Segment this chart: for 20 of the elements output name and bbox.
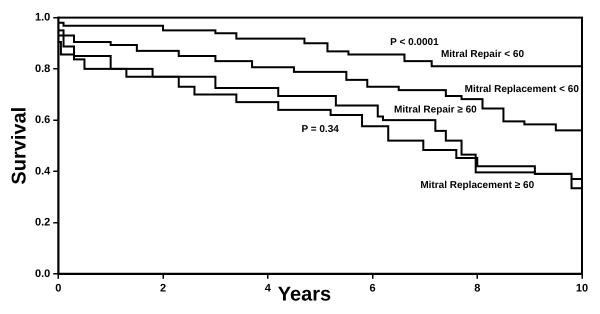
series-label: Mitral Repair < 60 [440, 49, 524, 60]
x-tick-label: 4 [264, 282, 272, 294]
series-label: Mitral Repair ≥ 60 [394, 104, 478, 116]
series-label: Mitral Replacement ≥ 60 [420, 180, 535, 191]
annotation: P < 0.0001 [390, 36, 440, 48]
y-tick-label: 0.2 [34, 216, 50, 229]
x-tick-label: 8 [474, 282, 480, 294]
x-tick-label: 10 [576, 282, 588, 294]
x-axis-title: Years [278, 284, 332, 306]
annotation: P = 0.34 [301, 124, 340, 136]
series-label: Mitral Replacement < 60 [464, 84, 580, 95]
x-tick-label: 0 [55, 282, 62, 294]
y-tick-label: 1.0 [34, 12, 50, 24]
x-tick-label: 2 [160, 282, 166, 294]
x-tick-label: 6 [369, 282, 376, 294]
y-tick-label: 0.8 [34, 62, 50, 75]
y-axis-title: Survival [8, 106, 31, 185]
y-tick-label: 0.6 [34, 114, 50, 126]
y-tick-label: 0.0 [34, 268, 50, 280]
y-tick-label: 0.4 [34, 165, 52, 178]
